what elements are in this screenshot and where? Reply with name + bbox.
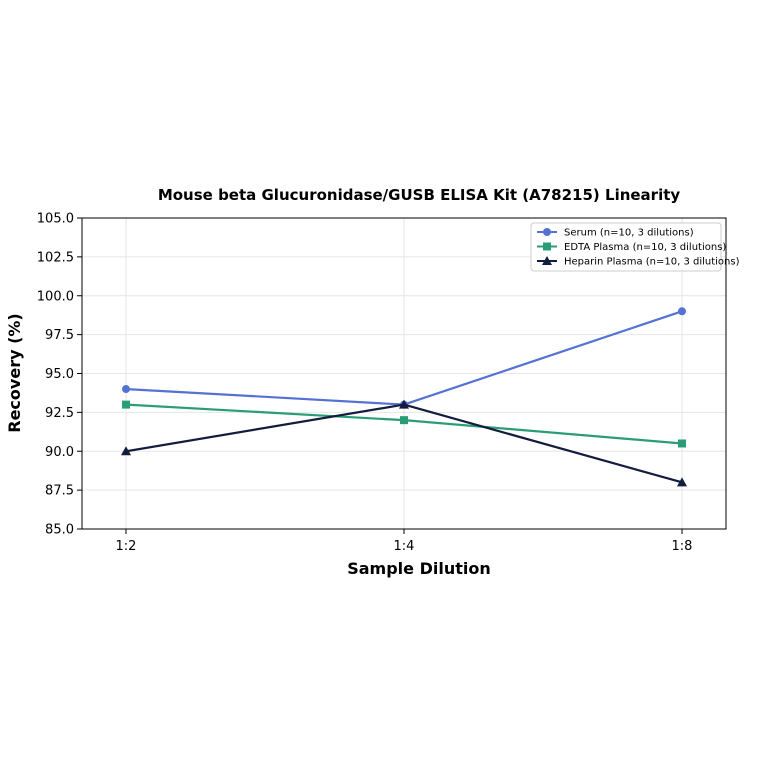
legend: Serum (n=10, 3 dilutions) EDTA Plasma (n=… <box>530 222 740 272</box>
data-point <box>677 477 687 487</box>
y-tick-label: 105.0 <box>37 212 74 227</box>
y-tick-label: 97.5 <box>45 328 74 343</box>
y-axis-label: Recovery (%) <box>5 313 24 432</box>
legend-label: EDTA Plasma (n=10, 3 dilutions) <box>564 242 726 253</box>
data-point <box>678 307 686 316</box>
legend-marker <box>543 242 551 251</box>
series-lines <box>121 307 687 487</box>
y-tick-label: 100.0 <box>37 289 74 304</box>
y-tick-label: 90.0 <box>45 445 74 460</box>
data-point <box>400 416 408 425</box>
legend-label: Serum (n=10, 3 dilutions) <box>564 228 694 239</box>
data-point <box>678 439 686 448</box>
x-tick-label: 1:4 <box>394 539 415 554</box>
axis-ticks: 85.0 87.5 90.0 92.5 95.0 97.5 100.0 102.5 105.0 1… <box>37 212 693 555</box>
series-1 <box>122 400 686 448</box>
data-point <box>122 385 130 394</box>
series-2 <box>121 399 687 487</box>
legend-marker <box>542 256 552 265</box>
legend-item: Heparin Plasma (n=10, 3 dilutions) <box>537 256 740 268</box>
legend-box <box>530 222 722 272</box>
y-tick-label: 87.5 <box>45 484 74 499</box>
x-tick-label: 1:8 <box>672 539 693 554</box>
x-axis-label: Sample Dilution <box>347 559 491 578</box>
legend-item: Serum (n=10, 3 dilutions) <box>537 228 694 239</box>
y-tick-label: 102.5 <box>37 250 74 265</box>
y-tick-label: 92.5 <box>45 406 74 421</box>
x-tick-label: 1:2 <box>116 539 137 554</box>
legend-marker <box>543 228 551 236</box>
y-tick-label: 85.0 <box>45 523 74 538</box>
data-point <box>122 400 130 409</box>
data-point <box>121 446 131 456</box>
legend-item: EDTA Plasma (n=10, 3 dilutions) <box>537 242 726 253</box>
chart-title: Mouse beta Glucuronidase/GUSB ELISA Kit … <box>158 186 681 204</box>
data-point <box>399 399 409 409</box>
y-tick-label: 95.0 <box>45 367 74 382</box>
legend-label: Heparin Plasma (n=10, 3 dilutions) <box>564 257 740 268</box>
